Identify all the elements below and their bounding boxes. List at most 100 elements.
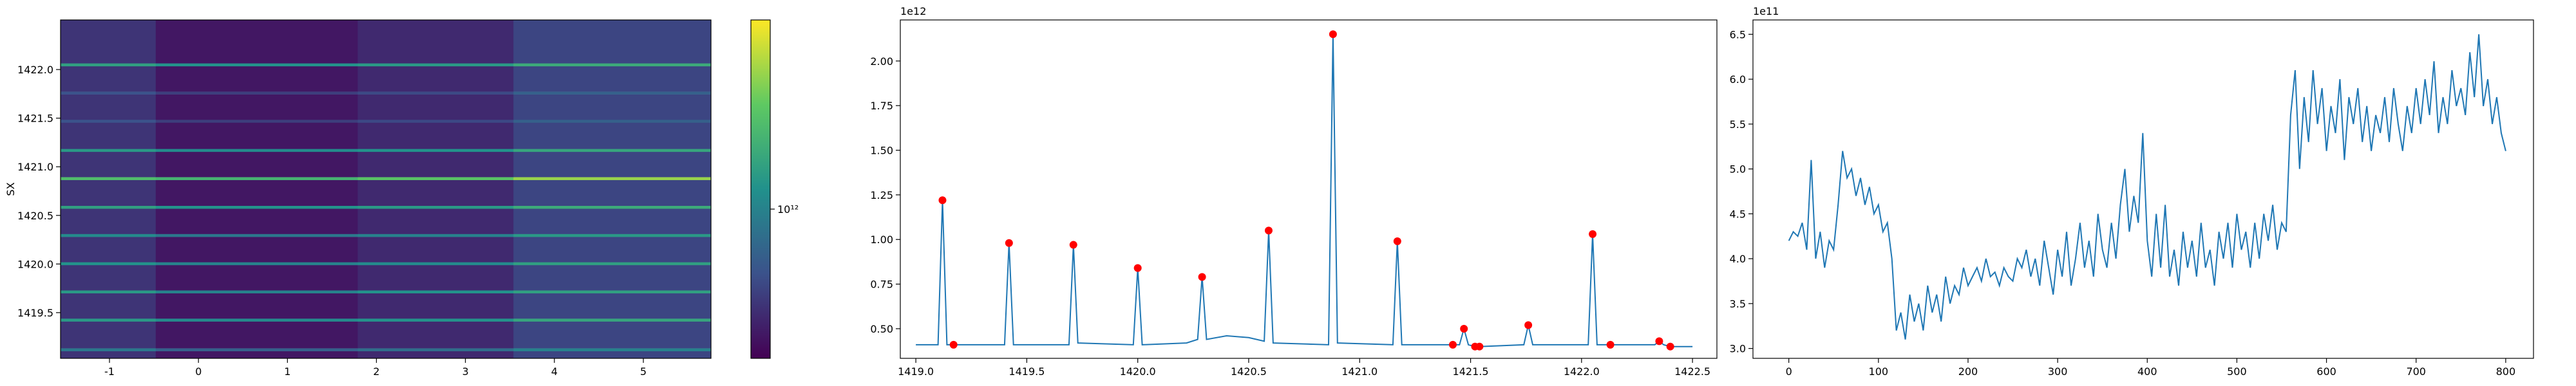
y-tick-label: 1.75	[870, 100, 893, 112]
peak-marker	[1133, 264, 1142, 272]
heatmap-cell	[155, 119, 358, 123]
x-tick-label: 1421.0	[1341, 365, 1378, 378]
axes-frame	[900, 19, 1718, 359]
peak-marker	[1393, 237, 1401, 246]
heatmap-cell	[155, 290, 358, 294]
heatmap-cell	[155, 151, 358, 178]
y-tick-label: 6.0	[1730, 73, 1746, 86]
y-tick-label: 4.0	[1730, 253, 1746, 265]
heatmap-cell	[357, 348, 514, 351]
heatmap-cell	[61, 63, 156, 67]
heatmap-cell	[155, 264, 358, 291]
heatmap-cell	[61, 351, 156, 359]
heatmap-cell	[61, 205, 156, 209]
heatmap-cell	[155, 351, 358, 359]
y-tick-label: 1.00	[870, 234, 893, 246]
heatmap-cell	[513, 262, 712, 266]
y-tick-label: 1419.5	[17, 307, 53, 319]
x-tick-label: 2	[373, 365, 379, 378]
heatmap-cell	[357, 66, 514, 92]
heatmap-cell	[155, 348, 358, 351]
heatmap-cell	[357, 151, 514, 178]
y-tick-label: 1.50	[870, 145, 893, 157]
heatmap-cell	[513, 318, 712, 322]
heatmap-cell	[513, 293, 712, 319]
heatmap-cell	[61, 149, 156, 152]
colorbar-tick-label: 10¹²	[777, 203, 799, 216]
heatmap-cell	[155, 293, 358, 319]
peak-marker	[1329, 30, 1337, 39]
heatmap-cell	[513, 177, 712, 180]
x-tick-label: 4	[551, 365, 558, 378]
x-tick-label: 1	[284, 365, 290, 378]
y-offset-label: 1e11	[1753, 5, 1779, 17]
x-tick-label: 100	[1869, 365, 1889, 378]
heatmap-cell	[513, 351, 712, 359]
heatmap-cell	[155, 66, 358, 92]
heatmap-cell	[357, 119, 514, 123]
heatmap-cell	[513, 264, 712, 291]
x-tick-label: 1419.5	[1009, 365, 1045, 378]
heatmap-cell	[61, 348, 156, 351]
x-tick-label: 400	[2137, 365, 2157, 378]
heatmap-cell	[513, 63, 712, 67]
heatmap-cell	[155, 237, 358, 262]
x-tick-label: 700	[2406, 365, 2426, 378]
heatmap-cell	[61, 234, 156, 237]
heatmap-cell	[61, 318, 156, 322]
heatmap-cell	[513, 321, 712, 349]
heatmap-cell	[61, 66, 156, 92]
peak-marker	[938, 196, 947, 205]
x-tick-label: 1419.0	[898, 365, 934, 378]
y-tick-label: 1422.0	[17, 64, 53, 76]
y-tick-label: 0.50	[870, 323, 893, 335]
heatmap-cell	[61, 237, 156, 262]
heatmap-cell	[357, 351, 514, 359]
x-tick-label: 1420.5	[1231, 365, 1267, 378]
heatmap-cell	[155, 20, 358, 64]
heatmap-cell	[155, 63, 358, 67]
axes-frame	[1752, 19, 2534, 359]
heatmap-cell	[61, 290, 156, 294]
heatmap-cell	[357, 321, 514, 349]
heatmap-cell	[155, 262, 358, 266]
y-tick-label: 4.5	[1730, 208, 1746, 220]
heatmap-cell	[61, 20, 156, 64]
heatmap-cell	[513, 151, 712, 178]
heatmap-cell	[513, 179, 712, 206]
y-tick-label: 0.75	[870, 279, 893, 291]
heatmap-cell	[61, 262, 156, 266]
heatmap-cell	[357, 205, 514, 209]
heatmap-cell	[357, 94, 514, 120]
peak-marker	[1606, 340, 1615, 349]
x-tick-label: 500	[2227, 365, 2247, 378]
peak-marker	[1475, 342, 1484, 351]
heatmap-cell	[513, 348, 712, 351]
peak-marker	[949, 340, 958, 349]
peak-marker	[1198, 273, 1206, 281]
heatmap-cell	[155, 149, 358, 152]
y-tick-label: 5.0	[1730, 163, 1746, 176]
peak-marker	[1264, 226, 1273, 235]
x-tick-label: 300	[2048, 365, 2068, 378]
heatmap-cell	[357, 290, 514, 294]
heatmap-cell	[513, 208, 712, 234]
heatmap-cell	[513, 91, 712, 95]
heatmap-cell	[513, 290, 712, 294]
y-tick-label: 5.5	[1730, 118, 1746, 131]
y-tick-label: 1.25	[870, 189, 893, 201]
heatmap-cell	[357, 177, 514, 180]
peak-marker	[1524, 321, 1533, 329]
heatmap-cell	[513, 205, 712, 209]
heatmap-cell	[357, 318, 514, 322]
heatmap-cell	[155, 122, 358, 149]
heatmap-cell	[513, 237, 712, 262]
y-tick-label: 1420.0	[17, 258, 53, 270]
y-tick-label: 2.00	[870, 55, 893, 68]
axes-frame	[60, 19, 712, 359]
colorbar	[750, 19, 771, 359]
heatmap-cell	[357, 20, 514, 64]
heatmap-cell	[357, 237, 514, 262]
